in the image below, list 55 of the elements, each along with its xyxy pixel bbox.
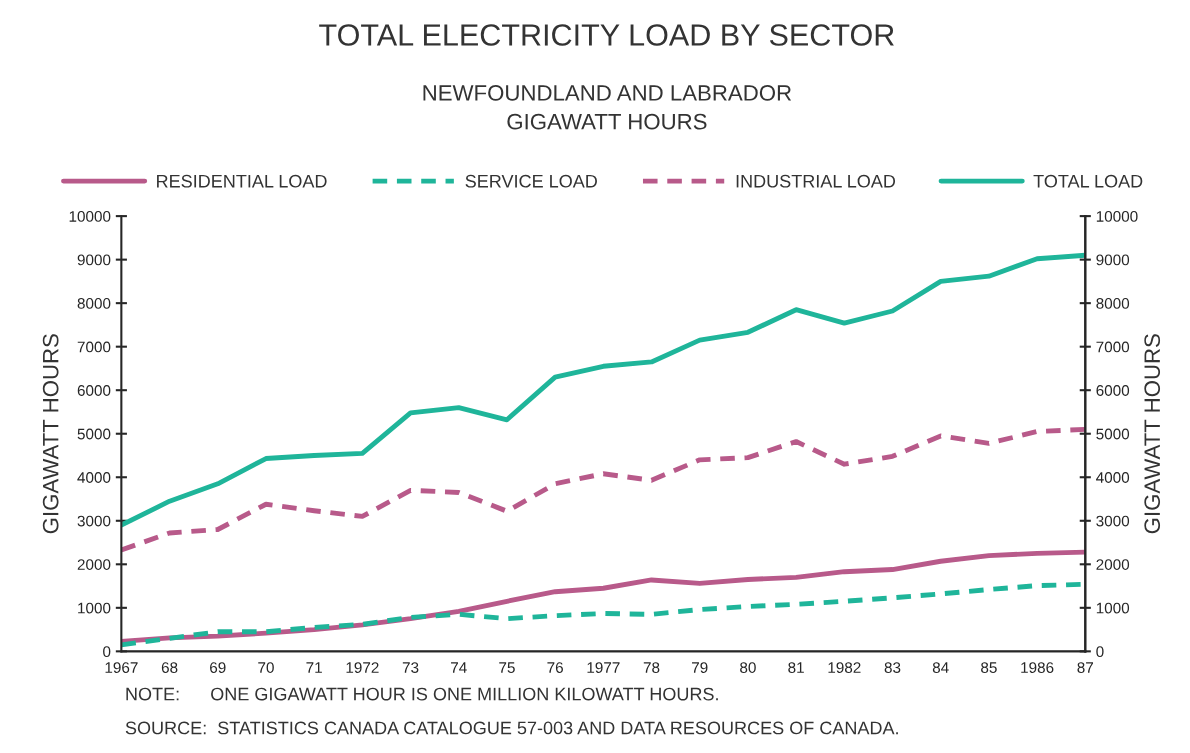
y2-tick-label: 1000 [1096, 602, 1130, 614]
y2-tick-label: 5000 [1096, 428, 1130, 440]
x-tick-label: 1986 [1021, 662, 1054, 673]
chart-title: TOTAL ELECTRICITY LOAD BY SECTOR [319, 24, 894, 46]
y2-tick-label: 7000 [1096, 341, 1130, 353]
y2-tick-label: 2000 [1096, 559, 1130, 570]
y-tick-label: 8000 [77, 298, 111, 309]
legend-label: RESIDENTIAL LOAD [157, 174, 327, 188]
y2-tick-label: 6000 [1096, 385, 1130, 396]
x-tick-label: 76 [547, 662, 563, 673]
x-tick-label: 1967 [105, 662, 138, 673]
x-tick-label: 71 [306, 662, 322, 673]
x-tick-label: 78 [643, 662, 660, 673]
source-note: SOURCE: STATISTICS CANADA CATALOGUE 57-003 AND DATA RESOURCES OF CANADA. [125, 721, 898, 735]
x-tick-label: 1982 [828, 662, 861, 673]
line-series [121, 426, 1086, 553]
y-tick-label: 10000 [69, 210, 111, 222]
x-tick-label: 74 [451, 662, 467, 673]
x-tick-label: 75 [499, 662, 515, 673]
y2-axis-title: GIGAWATT HOURS [1144, 334, 1161, 534]
chart-subtitle: NEWFOUNDLAND AND LABRADOR GIGAWATT HOURS [423, 85, 792, 130]
x-tick-label: 83 [884, 662, 901, 673]
y2-tick-label: 4000 [1096, 472, 1130, 483]
x-tick-label: 87 [1077, 662, 1094, 673]
x-tick-label: 84 [932, 662, 949, 673]
y-tick-label: 5000 [77, 428, 111, 440]
y-tick-label: 2000 [77, 559, 111, 570]
y-tick-label: 6000 [77, 385, 111, 396]
y2-tick-label: 3000 [1096, 515, 1130, 527]
x-tick-label: 81 [788, 662, 804, 673]
x-tick-label: 1972 [346, 662, 379, 673]
y-axis-title: GIGAWATT HOURS [42, 334, 59, 534]
text: NOTE: ONE GIGAWATT HOUR IS ONE MILLION KILOWATT HOURS. [126, 687, 718, 701]
x-tick-label: 79 [692, 662, 708, 673]
x-tick-label: 68 [161, 662, 178, 673]
y-tick-label: 9000 [77, 254, 111, 266]
y2-tick-label: 9000 [1096, 254, 1130, 266]
legend-label: SERVICE LOAD [465, 174, 597, 188]
x-tick-label: 69 [210, 662, 226, 673]
x-tick-label: 70 [258, 662, 274, 673]
y-tick-label: 4000 [77, 472, 111, 483]
y2-tick-label: 0 [1096, 646, 1104, 658]
legend-label: TOTAL LOAD [1033, 174, 1143, 188]
y2-tick-label: 10000 [1096, 210, 1138, 222]
y-tick-label: 1000 [78, 602, 111, 614]
x-tick-label: 1977 [587, 662, 620, 673]
legend-label: INDUSTRIAL LOAD [736, 174, 896, 188]
x-tick-label: 73 [402, 662, 419, 673]
y2-tick-label: 8000 [1096, 298, 1130, 309]
y-tick-label: 7000 [77, 341, 111, 353]
y-tick-label: 0 [103, 646, 111, 658]
x-tick-label: 85 [981, 662, 997, 673]
x-tick-label: 80 [740, 662, 756, 673]
y-tick-label: 3000 [77, 515, 111, 527]
line-series [121, 252, 1086, 528]
